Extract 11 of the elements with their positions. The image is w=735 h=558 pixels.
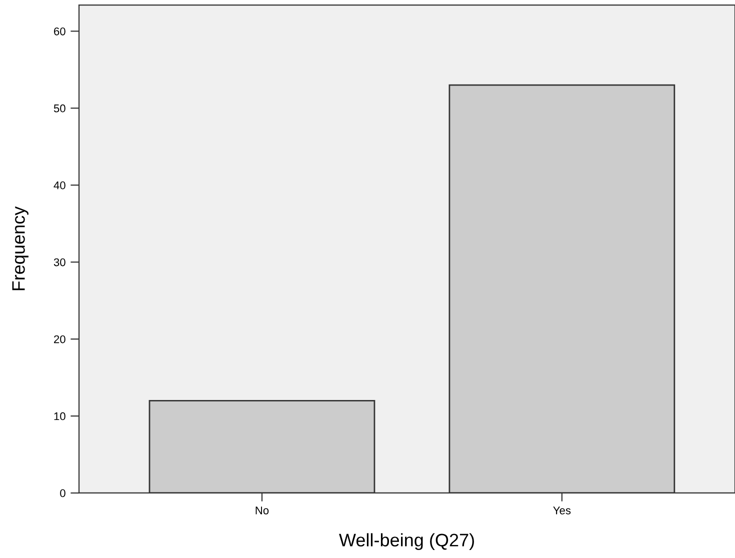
y-tick-label: 50	[54, 104, 66, 112]
y-axis-title: Frequency	[12, 206, 28, 290]
y-tick-label: 0	[60, 489, 66, 498]
y-tick-label: 40	[54, 181, 66, 190]
x-axis-title: Well-being (Q27)	[339, 533, 474, 550]
y-tick-label: 30	[54, 258, 66, 266]
y-tick-label: 20	[54, 335, 66, 344]
x-tick-label: No	[256, 506, 269, 514]
y-tick-label: 60	[54, 27, 66, 36]
y-tick-label: 10	[54, 412, 66, 420]
x-tick-label: Yes	[553, 506, 571, 514]
